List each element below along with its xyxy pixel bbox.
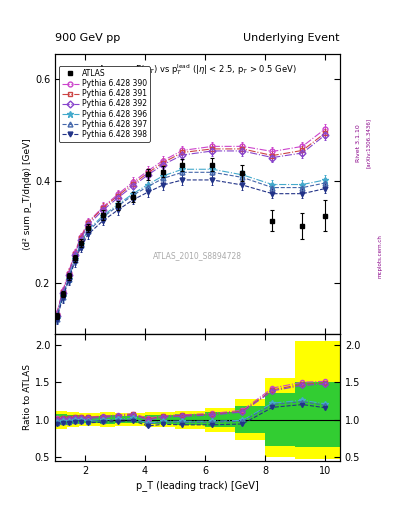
Text: Underlying Event: Underlying Event (243, 33, 340, 44)
Text: Average $\Sigma$(p$_T$) vs p$_T^{\rm lead}$ ($|\eta|$ < 2.5, p$_T$ > 0.5 GeV): Average $\Sigma$(p$_T$) vs p$_T^{\rm lea… (98, 62, 297, 77)
Text: mcplots.cern.ch: mcplots.cern.ch (377, 234, 382, 278)
Text: ATLAS_2010_S8894728: ATLAS_2010_S8894728 (153, 251, 242, 260)
Text: Rivet 3.1.10: Rivet 3.1.10 (356, 124, 361, 162)
Text: 900 GeV pp: 900 GeV pp (55, 33, 120, 44)
Text: [arXiv:1306.3436]: [arXiv:1306.3436] (365, 118, 371, 168)
Legend: ATLAS, Pythia 6.428 390, Pythia 6.428 391, Pythia 6.428 392, Pythia 6.428 396, P: ATLAS, Pythia 6.428 390, Pythia 6.428 39… (59, 66, 150, 142)
Y-axis label: Ratio to ATLAS: Ratio to ATLAS (23, 364, 32, 430)
Y-axis label: ⟨d² sum p_T/dηdφ⟩ [GeV]: ⟨d² sum p_T/dηdφ⟩ [GeV] (23, 138, 32, 249)
X-axis label: p_T (leading track) [GeV]: p_T (leading track) [GeV] (136, 480, 259, 490)
